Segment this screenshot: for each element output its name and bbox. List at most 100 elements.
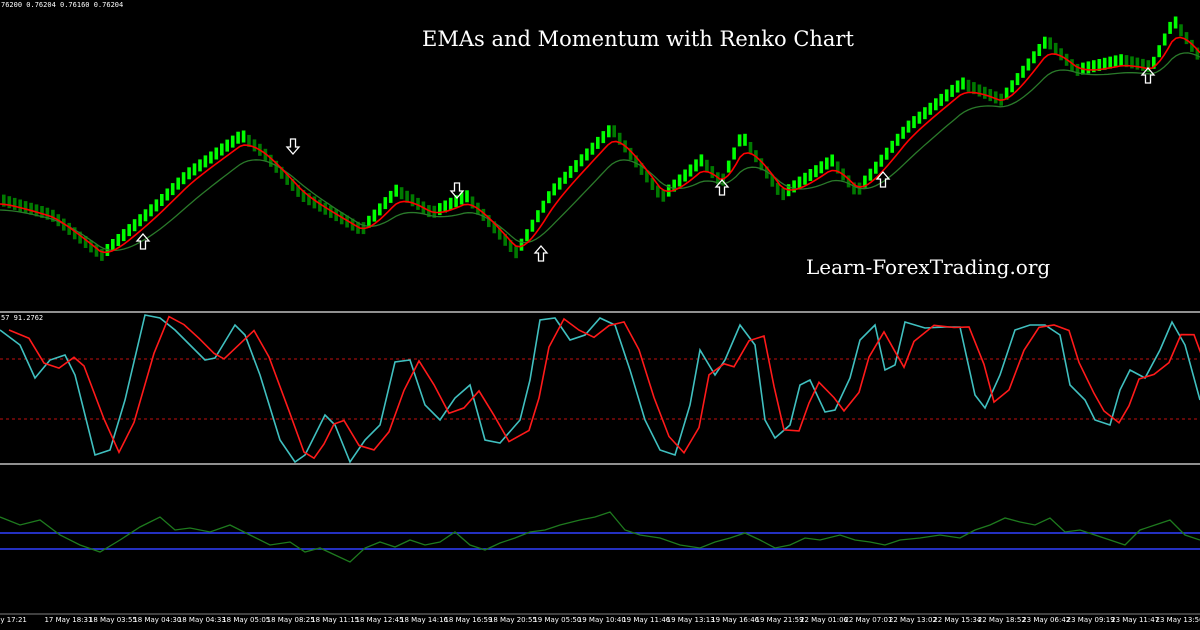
- bear-brick: [481, 208, 486, 221]
- bear-brick: [67, 222, 71, 235]
- bull-brick: [1173, 16, 1178, 29]
- bull-brick: [879, 154, 884, 167]
- bull-brick: [1092, 60, 1096, 73]
- bull-brick: [448, 197, 453, 210]
- time-axis-label: 22 May 01:06: [800, 616, 849, 624]
- bear-brick: [1070, 59, 1074, 72]
- bear-brick: [650, 178, 655, 190]
- arrow-up-icon: [533, 245, 549, 262]
- bull-brick: [803, 172, 807, 185]
- bull-brick: [230, 135, 235, 148]
- bear-brick: [416, 197, 420, 210]
- bull-brick: [607, 125, 611, 138]
- momentum-line: [0, 511, 1200, 563]
- bear-brick: [279, 166, 284, 179]
- time-axis-label: 22 May 15:34: [933, 616, 982, 624]
- bull-brick: [1004, 87, 1009, 100]
- bear-brick: [83, 236, 88, 248]
- time-axis-label: 17 May 18:31: [44, 616, 93, 624]
- bull-brick: [121, 229, 126, 242]
- bear-brick: [405, 190, 409, 203]
- bear-brick: [765, 166, 769, 179]
- bear-brick: [835, 161, 840, 174]
- bear-brick: [318, 199, 322, 212]
- bear-brick: [988, 89, 993, 102]
- time-axis-label: 18 May 12:45: [355, 616, 404, 624]
- bear-brick: [645, 170, 649, 183]
- time-axis-label: 18 May 04:33: [177, 616, 226, 624]
- bear-brick: [1141, 58, 1145, 71]
- time-axis-label: May 17:21: [0, 616, 27, 624]
- stochastic-signal-line: [8, 315, 1200, 460]
- bear-brick: [514, 246, 518, 259]
- bull-brick: [519, 238, 524, 251]
- bull-brick: [557, 177, 562, 190]
- stochastic-info: 57 91.2762: [1, 314, 44, 322]
- bear-brick: [977, 84, 982, 97]
- bull-brick: [672, 179, 676, 192]
- bull-brick: [1086, 61, 1091, 74]
- bull-brick: [443, 200, 447, 213]
- bull-brick: [830, 154, 834, 167]
- bull-brick: [895, 133, 900, 146]
- bull-brick: [1108, 56, 1112, 69]
- bull-brick: [1102, 57, 1107, 70]
- bull-brick: [203, 155, 208, 168]
- bear-brick: [612, 125, 616, 138]
- bull-brick: [181, 172, 186, 185]
- bear-brick: [334, 209, 338, 222]
- bull-brick: [797, 176, 802, 189]
- bear-brick: [656, 185, 660, 198]
- arrow-up-icon: [135, 233, 151, 250]
- time-axis-label: 19 May 05:50: [533, 616, 582, 624]
- bear-brick: [710, 166, 715, 179]
- bull-brick: [116, 234, 121, 246]
- bull-brick: [149, 204, 153, 217]
- bear-brick: [639, 162, 644, 175]
- bull-brick: [454, 195, 458, 208]
- bull-brick: [1043, 36, 1047, 49]
- time-axis-label: 19 May 11:46: [622, 616, 671, 624]
- bull-brick: [863, 175, 867, 188]
- bear-brick: [45, 207, 50, 220]
- bull-brick: [694, 159, 698, 172]
- bull-brick: [574, 160, 578, 173]
- bear-brick: [1135, 57, 1140, 70]
- bull-brick: [683, 169, 687, 182]
- bull-brick: [198, 159, 202, 172]
- bull-brick: [372, 209, 377, 222]
- bear-brick: [759, 158, 764, 171]
- signal-arrows: [135, 67, 1156, 262]
- bull-brick: [928, 102, 933, 115]
- time-axis-label: 18 May 16:59: [444, 616, 493, 624]
- bull-brick: [176, 177, 180, 190]
- bull-brick: [192, 163, 197, 176]
- bull-brick: [906, 120, 911, 133]
- bull-brick: [955, 80, 960, 93]
- bear-brick: [290, 178, 295, 191]
- bear-brick: [34, 204, 39, 217]
- bull-brick: [552, 183, 556, 196]
- bull-brick: [912, 116, 916, 129]
- bull-brick: [214, 147, 219, 160]
- bull-brick: [1119, 54, 1123, 67]
- bull-brick: [944, 89, 949, 102]
- bull-brick: [1162, 33, 1167, 46]
- bear-brick: [1146, 60, 1151, 73]
- bear-brick: [296, 184, 300, 197]
- renko-bricks: [2, 16, 1200, 261]
- time-axis-label: 18 May 04:30: [133, 616, 182, 624]
- bull-brick: [1152, 56, 1156, 69]
- time-axis-label: 22 May 07:01: [844, 616, 893, 624]
- arrow-up-icon: [714, 179, 730, 196]
- bear-brick: [18, 199, 22, 212]
- time-axis-label: 18 May 11:15: [311, 616, 360, 624]
- bear-brick: [2, 194, 6, 207]
- bull-brick: [596, 136, 600, 149]
- bull-brick: [563, 171, 567, 184]
- bear-brick: [1179, 24, 1183, 37]
- bull-brick: [884, 147, 889, 160]
- bull-brick: [143, 209, 148, 222]
- bull-brick: [923, 107, 927, 120]
